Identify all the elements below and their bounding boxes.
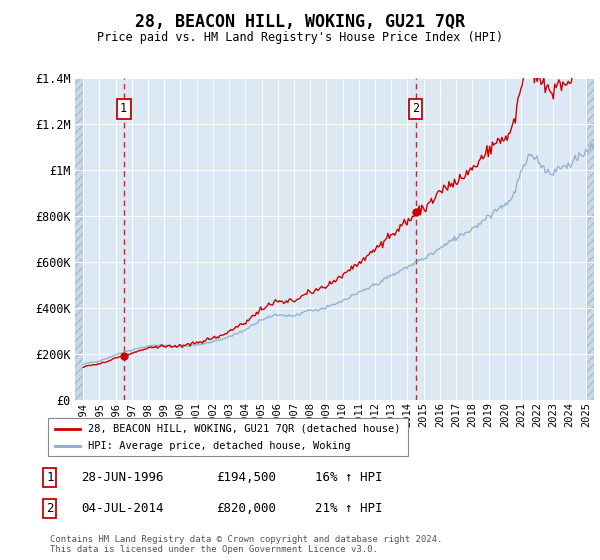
Text: 28-JUN-1996: 28-JUN-1996 <box>81 471 163 484</box>
Text: Price paid vs. HM Land Registry's House Price Index (HPI): Price paid vs. HM Land Registry's House … <box>97 31 503 44</box>
FancyBboxPatch shape <box>48 418 408 456</box>
Text: 2: 2 <box>412 102 419 115</box>
Text: £820,000: £820,000 <box>216 502 276 515</box>
Text: 21% ↑ HPI: 21% ↑ HPI <box>315 502 383 515</box>
Text: £194,500: £194,500 <box>216 471 276 484</box>
Text: 04-JUL-2014: 04-JUL-2014 <box>81 502 163 515</box>
Text: Contains HM Land Registry data © Crown copyright and database right 2024.
This d: Contains HM Land Registry data © Crown c… <box>50 535 442 554</box>
Text: 1: 1 <box>46 471 53 484</box>
Text: HPI: Average price, detached house, Woking: HPI: Average price, detached house, Woki… <box>88 441 350 451</box>
Text: 2: 2 <box>46 502 53 515</box>
Text: 1: 1 <box>120 102 127 115</box>
Text: 28, BEACON HILL, WOKING, GU21 7QR: 28, BEACON HILL, WOKING, GU21 7QR <box>135 12 465 30</box>
Text: 16% ↑ HPI: 16% ↑ HPI <box>315 471 383 484</box>
Text: 28, BEACON HILL, WOKING, GU21 7QR (detached house): 28, BEACON HILL, WOKING, GU21 7QR (detac… <box>88 423 400 433</box>
